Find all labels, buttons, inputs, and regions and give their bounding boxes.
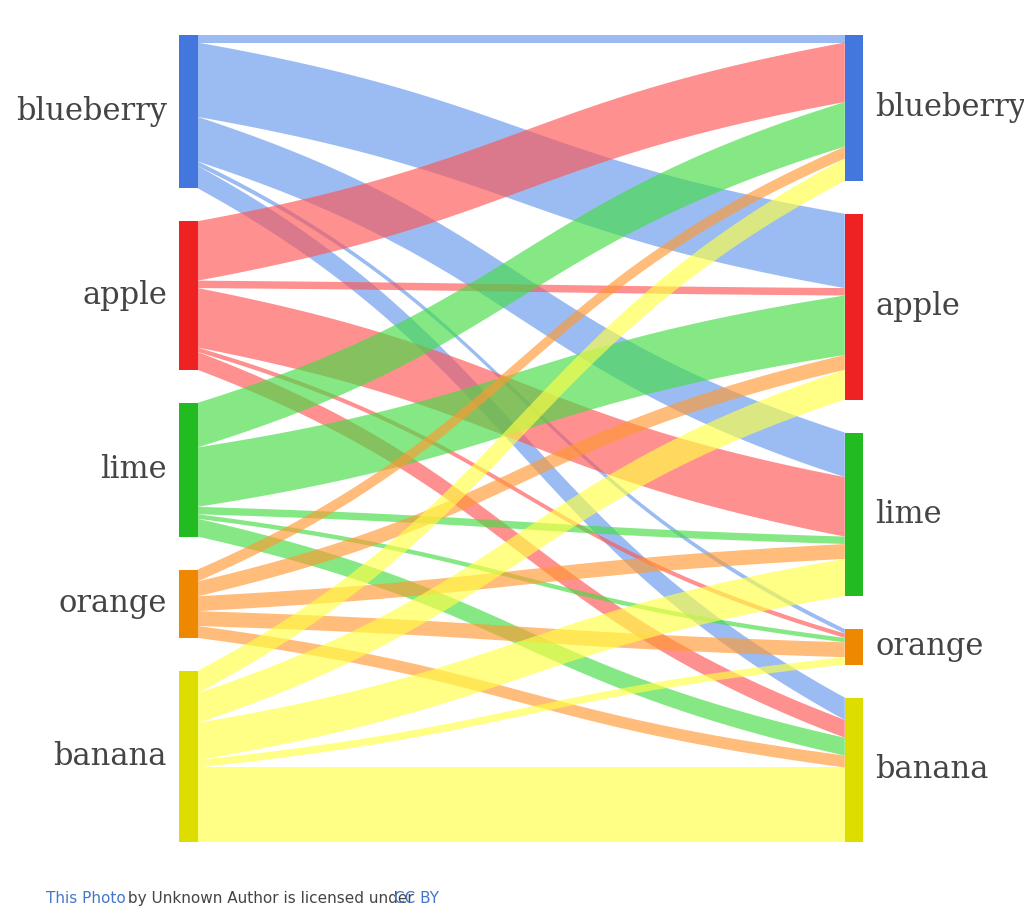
Polygon shape [198, 507, 845, 544]
Polygon shape [198, 280, 845, 296]
Polygon shape [198, 43, 845, 280]
Polygon shape [198, 289, 845, 537]
Text: lime: lime [876, 498, 942, 530]
Text: blueberry: blueberry [876, 92, 1024, 123]
Bar [845, 698, 863, 842]
Bar [845, 214, 863, 400]
Polygon shape [198, 43, 845, 289]
Polygon shape [198, 355, 845, 596]
Polygon shape [198, 514, 845, 643]
Polygon shape [198, 102, 845, 447]
Text: apple: apple [876, 291, 961, 322]
Polygon shape [198, 626, 845, 768]
Polygon shape [198, 117, 845, 477]
Bar [845, 433, 863, 596]
Text: by Unknown Author is licensed under: by Unknown Author is licensed under [123, 891, 419, 906]
Bar [179, 36, 198, 188]
Polygon shape [198, 296, 845, 507]
Bar [845, 629, 863, 665]
Bar [179, 570, 198, 638]
Text: banana: banana [876, 754, 989, 785]
Bar [179, 221, 198, 370]
Polygon shape [198, 159, 845, 693]
Text: blueberry: blueberry [16, 96, 167, 127]
Polygon shape [198, 162, 845, 634]
Polygon shape [198, 370, 845, 723]
Polygon shape [198, 559, 845, 760]
Polygon shape [198, 348, 845, 638]
Polygon shape [198, 519, 845, 756]
Polygon shape [198, 611, 845, 657]
Bar [179, 403, 198, 537]
Polygon shape [198, 352, 845, 738]
Text: lime: lime [100, 454, 167, 485]
Text: This Photo: This Photo [46, 891, 126, 906]
Text: banana: banana [53, 740, 167, 771]
Text: apple: apple [82, 280, 167, 311]
Polygon shape [198, 544, 845, 611]
Bar [845, 35, 863, 181]
Polygon shape [198, 147, 845, 582]
Polygon shape [198, 657, 845, 768]
Polygon shape [198, 768, 845, 842]
Polygon shape [198, 166, 845, 720]
Text: orange: orange [876, 631, 984, 662]
Text: orange: orange [58, 588, 167, 619]
Polygon shape [198, 35, 845, 43]
Bar [179, 671, 198, 842]
Text: CC BY: CC BY [394, 891, 439, 906]
